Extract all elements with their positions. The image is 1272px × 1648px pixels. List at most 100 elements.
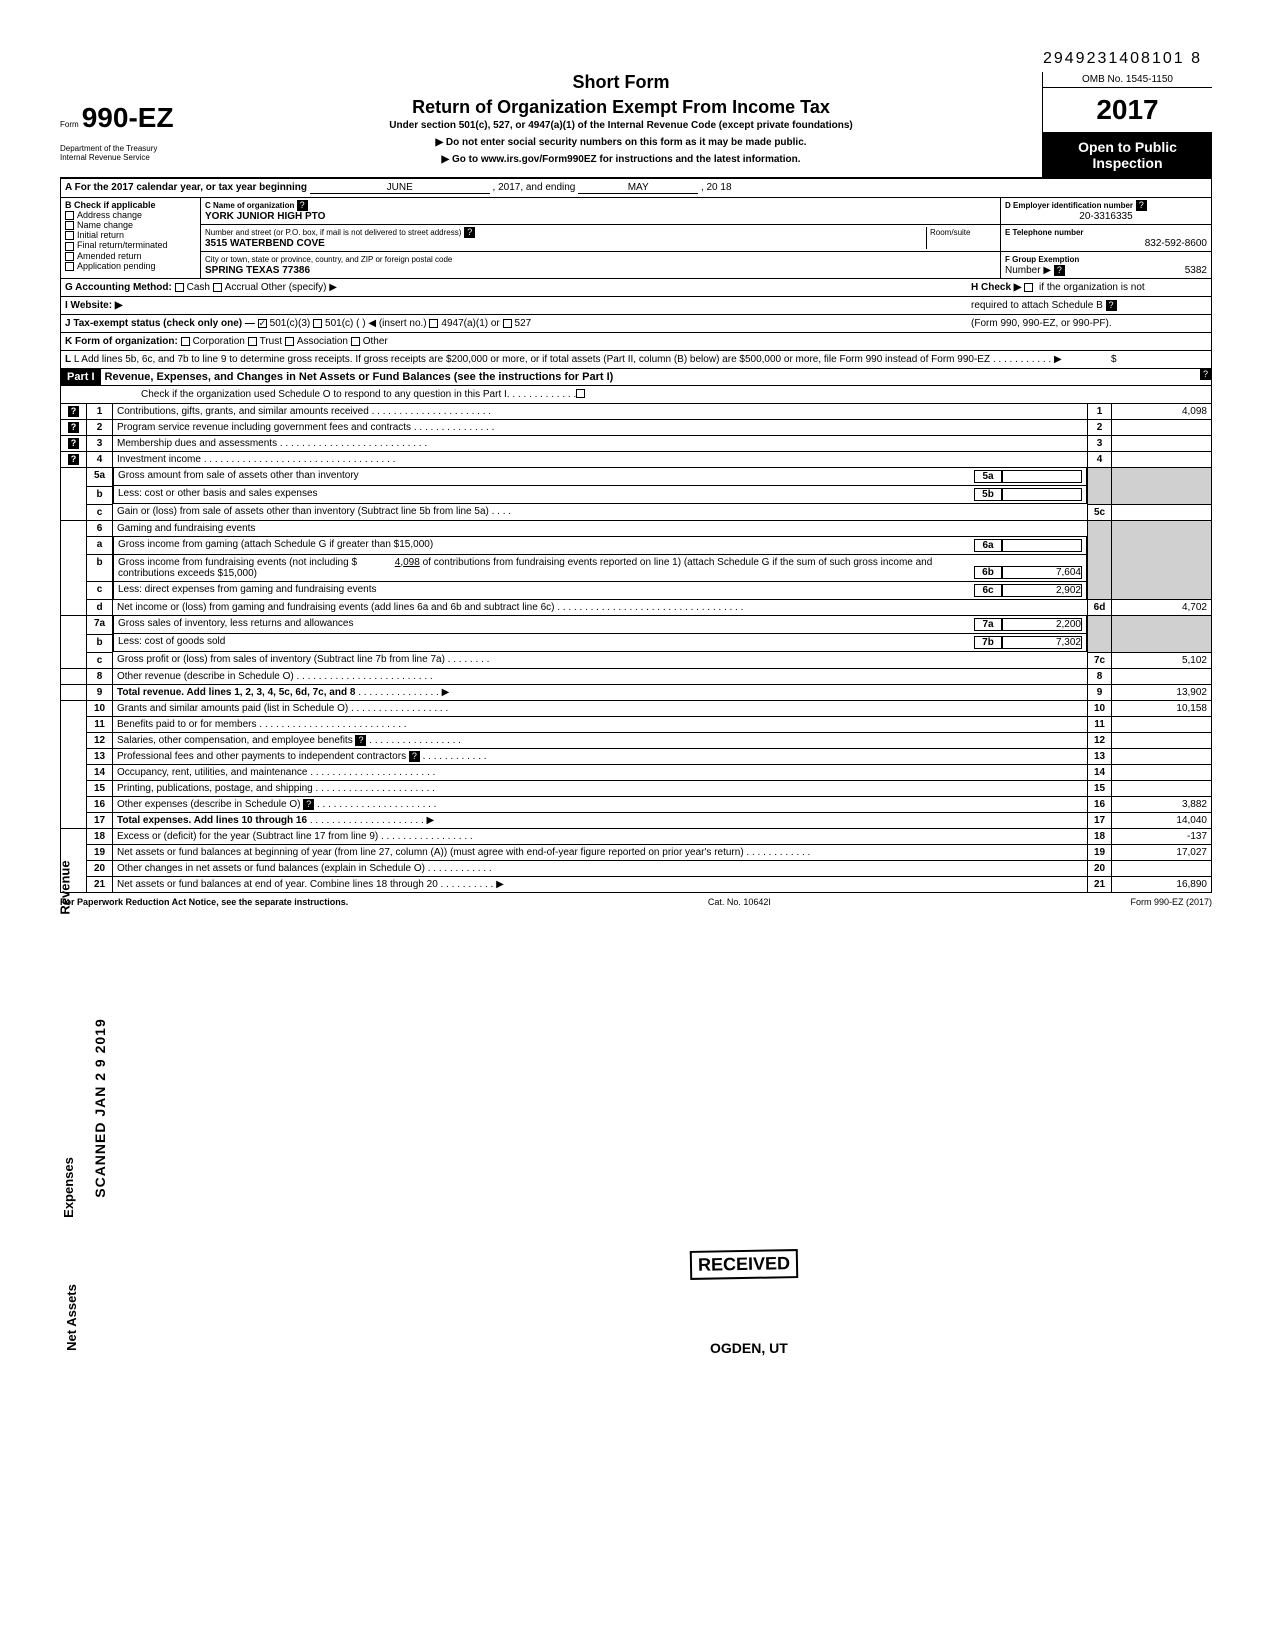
tax-year: 2017 bbox=[1043, 88, 1212, 133]
section-e-label: E Telephone number bbox=[1005, 228, 1084, 237]
line-13-label: Professional fees and other payments to … bbox=[117, 751, 406, 762]
line-5b-amt bbox=[1002, 488, 1082, 501]
short-form-label: Short Form bbox=[210, 72, 1032, 93]
chk-cash[interactable] bbox=[175, 283, 184, 292]
line-a-end: , 20 18 bbox=[701, 182, 732, 193]
line-12-label: Salaries, other compensation, and employ… bbox=[117, 735, 353, 746]
city-label: City or town, state or province, country… bbox=[205, 255, 452, 264]
line-7c-amt: 5,102 bbox=[1112, 652, 1212, 668]
line-6d-label: Net income or (loss) from gaming and fun… bbox=[117, 602, 554, 613]
part1-check-text: Check if the organization used Schedule … bbox=[141, 389, 507, 400]
line-6d-amt: 4,702 bbox=[1112, 600, 1212, 616]
line-12-amt bbox=[1112, 732, 1212, 748]
chk-accrual[interactable] bbox=[213, 283, 222, 292]
help-icon[interactable]: ? bbox=[1136, 200, 1147, 211]
opt-name-change: Name change bbox=[77, 220, 133, 230]
section-j-label: J Tax-exempt status (check only one) — bbox=[65, 318, 255, 329]
line-7c-label: Gross profit or (loss) from sales of inv… bbox=[117, 654, 445, 665]
line-21-label: Net assets or fund balances at end of ye… bbox=[117, 879, 438, 890]
opt-accrual: Accrual bbox=[225, 282, 258, 293]
opt-final-return: Final return/terminated bbox=[77, 240, 168, 250]
l-amount: $ bbox=[1107, 354, 1207, 365]
opt-527: 527 bbox=[515, 318, 532, 329]
chk-501c3[interactable] bbox=[258, 319, 267, 328]
section-b-label: B Check if applicable bbox=[65, 200, 196, 210]
line-16-amt: 3,882 bbox=[1112, 796, 1212, 812]
main-title: Return of Organization Exempt From Incom… bbox=[210, 97, 1032, 118]
section-f-label: F Group Exemption bbox=[1005, 255, 1079, 264]
footer-center: Cat. No. 10642I bbox=[708, 897, 771, 907]
chk-application-pending[interactable] bbox=[65, 262, 74, 271]
chk-address-change[interactable] bbox=[65, 211, 74, 220]
line-20-amt bbox=[1112, 860, 1212, 876]
chk-name-change[interactable] bbox=[65, 221, 74, 230]
line-a-mid: , 2017, and ending bbox=[493, 182, 576, 193]
line-14-label: Occupancy, rent, utilities, and maintena… bbox=[117, 767, 307, 778]
section-k-label: K Form of organization: bbox=[65, 336, 178, 347]
line-a-label: A For the 2017 calendar year, or tax yea… bbox=[65, 182, 307, 193]
line-6-label: Gaming and fundraising events bbox=[117, 523, 255, 534]
line-7a-amt: 2,200 bbox=[1002, 618, 1082, 631]
line-21-amt: 16,890 bbox=[1112, 876, 1212, 892]
line-8-amt bbox=[1112, 668, 1212, 684]
group-exemption-no: 5382 bbox=[1185, 265, 1207, 276]
section-g-label: G Accounting Method: bbox=[65, 282, 172, 293]
help-icon[interactable]: ? bbox=[1106, 300, 1117, 311]
org-name: YORK JUNIOR HIGH PTO bbox=[205, 211, 325, 222]
received-stamp: RECEIVED bbox=[690, 1249, 799, 1280]
footer-right: Form 990-EZ (2017) bbox=[1130, 897, 1212, 907]
chk-other[interactable] bbox=[351, 337, 360, 346]
form-label: Form bbox=[60, 120, 79, 129]
help-icon[interactable]: ? bbox=[464, 227, 475, 238]
line-1-label: Contributions, gifts, grants, and simila… bbox=[117, 406, 369, 417]
chk-amended-return[interactable] bbox=[65, 252, 74, 261]
chk-501c[interactable] bbox=[313, 319, 322, 328]
help-icon[interactable]: ? bbox=[1200, 369, 1211, 380]
line-6c-amt: 2,902 bbox=[1002, 584, 1082, 597]
line-5a-label: Gross amount from sale of assets other t… bbox=[118, 470, 974, 483]
line-15-amt bbox=[1112, 780, 1212, 796]
ogden-stamp: OGDEN, UT bbox=[710, 1340, 788, 1356]
section-l-text: L Add lines 5b, 6c, and 7b to line 9 to … bbox=[74, 354, 990, 365]
part1-title: Revenue, Expenses, and Changes in Net As… bbox=[101, 369, 1200, 385]
chk-4947[interactable] bbox=[429, 319, 438, 328]
help-icon[interactable]: ? bbox=[297, 200, 308, 211]
line-7a-label: Gross sales of inventory, less returns a… bbox=[118, 618, 974, 631]
chk-initial-return[interactable] bbox=[65, 231, 74, 240]
section-h-label: H Check ▶ bbox=[971, 282, 1021, 293]
line-9-amt: 13,902 bbox=[1112, 684, 1212, 700]
line-4-amt bbox=[1112, 452, 1212, 468]
opt-initial-return: Initial return bbox=[77, 230, 124, 240]
line-10-label: Grants and similar amounts paid (list in… bbox=[117, 703, 348, 714]
chk-trust[interactable] bbox=[248, 337, 257, 346]
opt-amended-return: Amended return bbox=[77, 251, 142, 261]
line-17-amt: 14,040 bbox=[1112, 812, 1212, 828]
j-insert: ) ◀ (insert no.) bbox=[362, 318, 426, 329]
line-5b-label: Less: cost or other basis and sales expe… bbox=[118, 488, 974, 501]
line-18-amt: -137 bbox=[1112, 828, 1212, 844]
chk-final-return[interactable] bbox=[65, 242, 74, 251]
opt-corporation: Corporation bbox=[193, 336, 245, 347]
line-5c-amt bbox=[1112, 504, 1212, 520]
opt-application-pending: Application pending bbox=[77, 261, 156, 271]
phone: 832-592-8600 bbox=[1005, 238, 1207, 249]
line-7b-label: Less: cost of goods sold bbox=[118, 636, 974, 649]
line-2-amt bbox=[1112, 420, 1212, 436]
revenue-side-label: Revenue bbox=[58, 860, 73, 914]
line-11-label: Benefits paid to or for members bbox=[117, 719, 257, 730]
chk-schedule-b[interactable] bbox=[1024, 283, 1033, 292]
chk-527[interactable] bbox=[503, 319, 512, 328]
chk-association[interactable] bbox=[285, 337, 294, 346]
chk-schedule-o[interactable] bbox=[576, 389, 585, 398]
room-label: Room/suite bbox=[930, 228, 970, 237]
street-address: 3515 WATERBEND COVE bbox=[205, 238, 325, 249]
ein: 20-3316335 bbox=[1005, 211, 1207, 222]
help-icon[interactable]: ? bbox=[1054, 265, 1065, 276]
chk-corporation[interactable] bbox=[181, 337, 190, 346]
line-8-label: Other revenue (describe in Schedule O) bbox=[117, 671, 294, 682]
sequence-number: 2949231408101 8 bbox=[60, 50, 1212, 68]
h-text1: if the organization is not bbox=[1039, 282, 1145, 293]
line-14-amt bbox=[1112, 764, 1212, 780]
line-11-amt bbox=[1112, 716, 1212, 732]
line-3-label: Membership dues and assessments bbox=[117, 438, 277, 449]
